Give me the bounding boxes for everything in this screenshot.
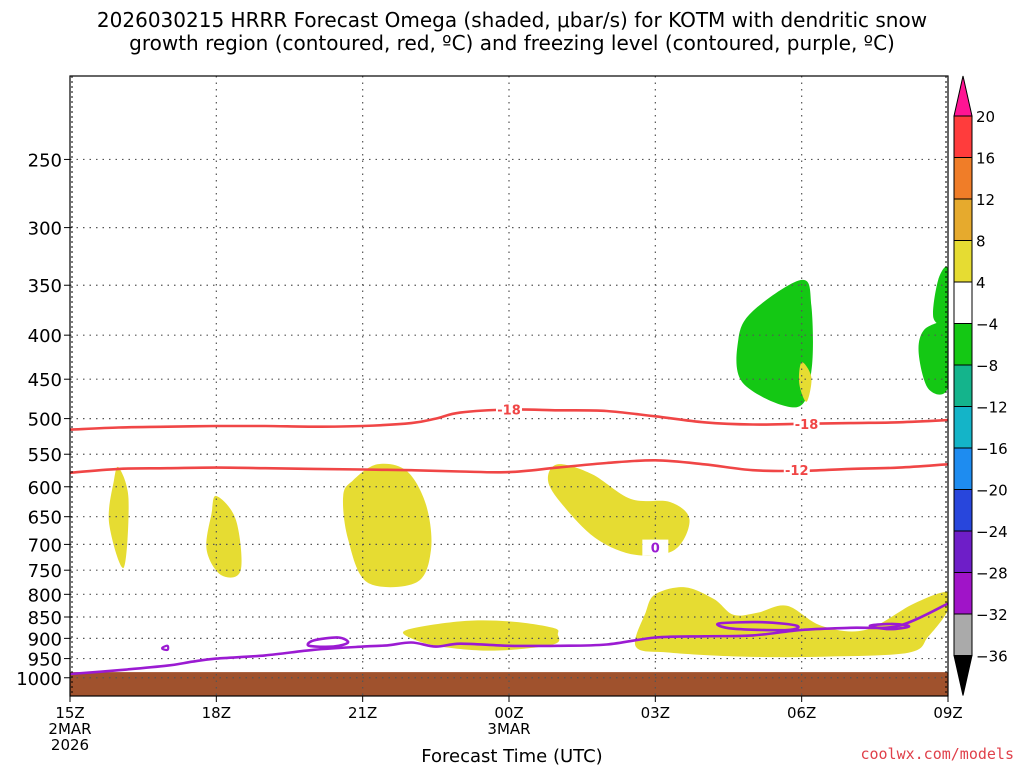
y-tick-label: 950	[28, 650, 62, 671]
y-tick-label: 550	[28, 445, 62, 466]
y-tick-label: 500	[28, 410, 62, 431]
y-tick-label: 900	[28, 629, 62, 650]
x-tick-label: 18Z	[202, 704, 231, 722]
freezing-level-loop-0	[306, 636, 350, 649]
freezing-level-loop-1	[716, 620, 800, 632]
freezing-level-loop-2	[868, 622, 911, 631]
colorbar-swatch	[953, 447, 973, 490]
colorbar-label: 8	[976, 233, 986, 251]
colorbar-label: 16	[976, 150, 995, 168]
colorbar-swatch	[953, 240, 973, 283]
shaded-region-7	[918, 315, 948, 395]
y-tick-label: 450	[28, 370, 62, 391]
colorbar-swatch	[953, 406, 973, 449]
colorbar-top-arrow	[953, 75, 973, 117]
x-tick-label: 03Z	[641, 704, 670, 722]
shaded-region-9	[798, 362, 812, 402]
x-tick-label: 00Z	[494, 704, 523, 722]
y-tick-label: 850	[28, 608, 62, 629]
contour-label-bg	[496, 401, 522, 418]
shaded-region-6	[736, 279, 813, 408]
shaded-region-4	[402, 620, 560, 651]
site-credit: coolwx.com/models	[860, 745, 1014, 763]
colorbar-swatch	[953, 281, 973, 324]
colorbar-label: −12	[976, 399, 1008, 417]
ground-surface	[70, 672, 948, 696]
y-tick-label: 250	[28, 150, 62, 171]
colorbar-swatch	[953, 115, 973, 158]
shaded-region-5	[634, 587, 948, 658]
colorbar-swatch	[953, 530, 973, 573]
contour-label-bg	[783, 462, 810, 479]
colorbar-swatch	[953, 364, 973, 407]
y-tick-label: 350	[28, 276, 62, 297]
shaded-region-3	[547, 464, 690, 556]
contour-label: -18	[497, 404, 521, 419]
shaded-region-0	[108, 466, 129, 569]
x-tick-label: 06Z	[787, 704, 816, 722]
contour-label: 0	[651, 542, 660, 557]
contour-label: -12	[785, 464, 809, 479]
colorbar-label: −36	[976, 648, 1008, 666]
y-tick-label: 650	[28, 508, 62, 529]
freezing-level-loop-small	[161, 644, 170, 652]
x-date-label: 3MAR	[487, 720, 530, 738]
colorbar-label: −32	[976, 606, 1008, 624]
contour-line-freezing-level	[70, 602, 948, 676]
chart-title-line-2: growth region (contoured, red, ºC) and f…	[129, 31, 895, 55]
x-date-label: 2MAR	[48, 720, 91, 738]
colorbar-swatch	[953, 613, 973, 656]
colorbar-label: −28	[976, 565, 1008, 583]
shaded-region-8	[933, 266, 948, 326]
y-tick-label: 700	[28, 535, 62, 556]
colorbar-label: −16	[976, 440, 1008, 458]
colorbar-label: 4	[976, 274, 986, 292]
chart-title-line-1: 2026030215 HRRR Forecast Omega (shaded, …	[96, 8, 928, 32]
colorbar-label: −20	[976, 482, 1008, 500]
y-tick-label: 400	[28, 326, 62, 347]
colorbar-label: −8	[976, 357, 998, 375]
colorbar-label: −24	[976, 523, 1008, 541]
colorbar-label: −4	[976, 316, 998, 334]
x-tick-label: 15Z	[55, 704, 84, 722]
colorbar-label: 20	[976, 108, 995, 126]
colorbar-swatch	[953, 198, 973, 241]
y-tick-label: 1000	[16, 669, 62, 690]
colorbar-swatch	[953, 572, 973, 615]
contour-label-bg	[793, 415, 820, 432]
y-tick-label: 750	[28, 561, 62, 582]
shaded-region-2	[342, 463, 432, 588]
x-tick-label: 09Z	[933, 704, 962, 722]
x-axis-label: Forecast Time (UTC)	[421, 746, 603, 767]
y-tick-label: 300	[28, 219, 62, 240]
x-tick-label: 21Z	[348, 704, 377, 722]
y-tick-label: 800	[28, 585, 62, 606]
colorbar-swatch	[953, 323, 973, 366]
colorbar-swatch	[953, 489, 973, 532]
contour-label-bg	[642, 539, 669, 556]
contour-label: -18	[795, 418, 819, 433]
shaded-region-1	[206, 495, 242, 578]
colorbar-swatch	[953, 157, 973, 200]
x-date-label: 2026	[51, 736, 89, 754]
colorbar-label: 12	[976, 191, 995, 209]
y-tick-label: 600	[28, 478, 62, 499]
colorbar-bottom-arrow	[953, 655, 973, 696]
